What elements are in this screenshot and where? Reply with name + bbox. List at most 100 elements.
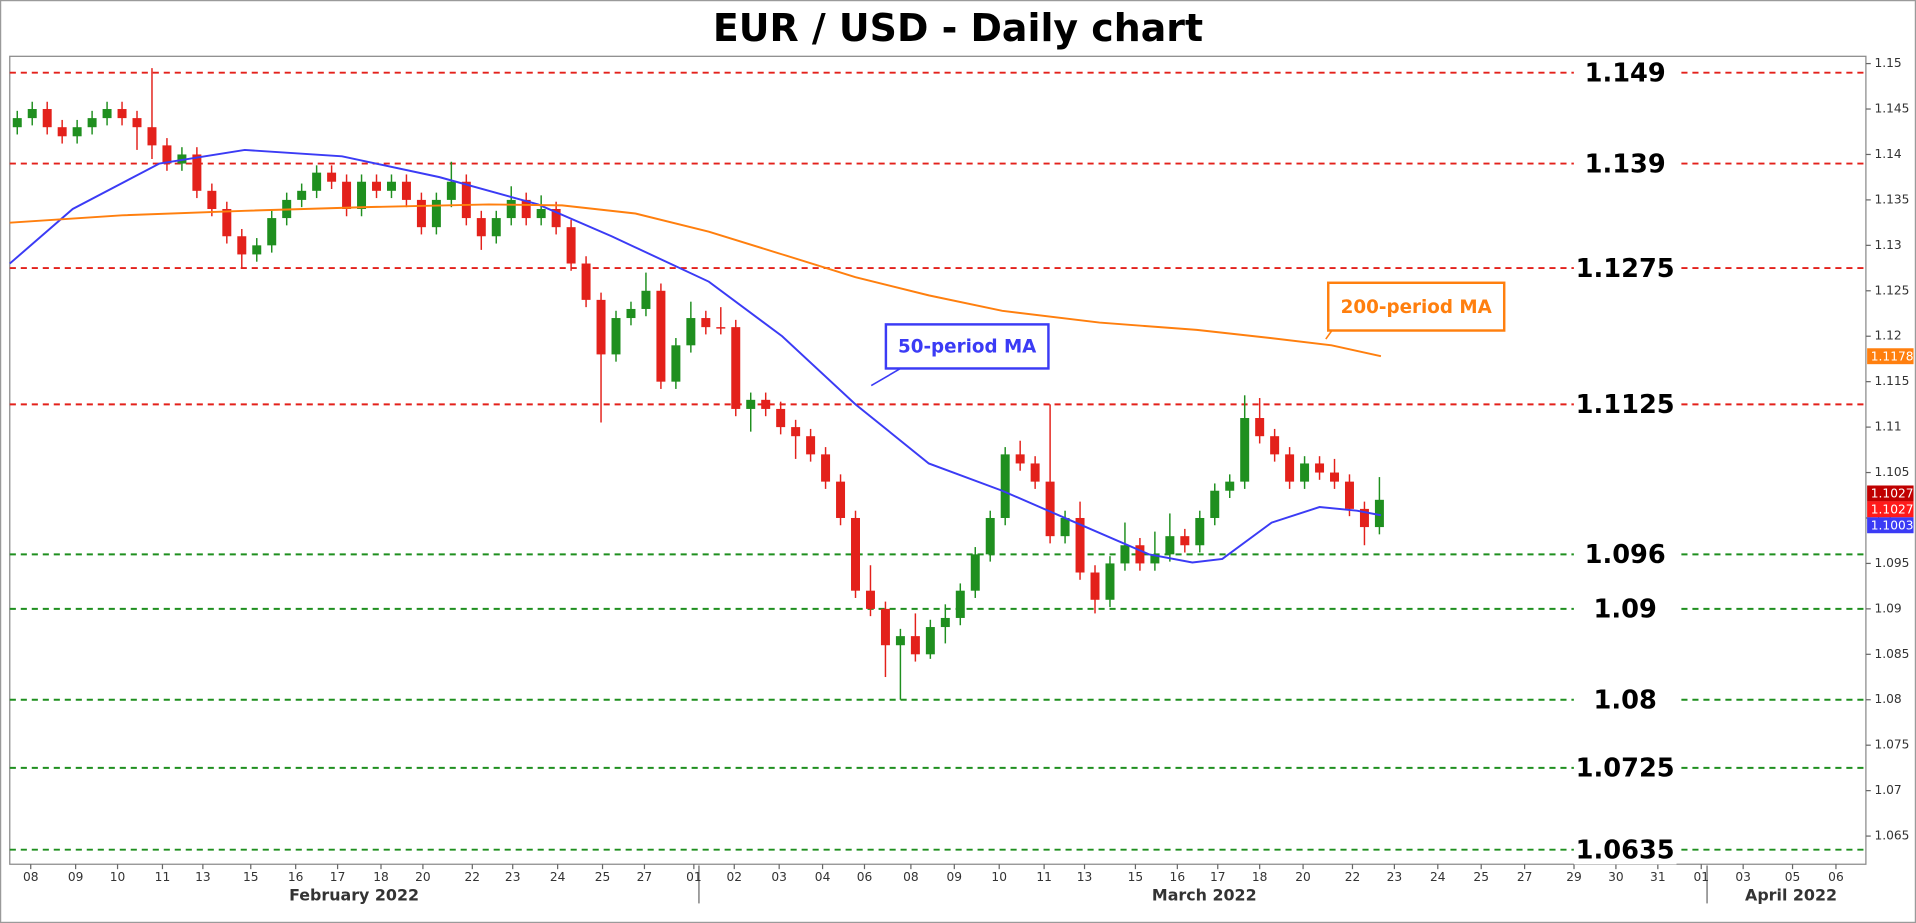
x-tick-label: 20 xyxy=(415,870,431,884)
y-tick-label: 1.12 xyxy=(1874,329,1901,343)
x-tick-label: 01 xyxy=(1693,870,1709,884)
candle-body xyxy=(237,236,247,255)
candle-body xyxy=(880,608,890,646)
x-tick-label: 09 xyxy=(947,870,963,884)
x-tick-label: 05 xyxy=(1785,870,1801,884)
candle-body xyxy=(222,208,232,237)
x-tick-label: 08 xyxy=(23,870,39,884)
candle-body xyxy=(1165,536,1175,555)
level-label: 1.1125 xyxy=(1576,390,1675,420)
candle-body xyxy=(476,218,486,237)
x-tick-label: 06 xyxy=(857,870,873,884)
x-tick-label: 18 xyxy=(1252,870,1268,884)
candle-body xyxy=(416,199,426,228)
candle-body xyxy=(731,327,741,409)
candle-body xyxy=(836,481,846,518)
y-tick-label: 1.14 xyxy=(1874,147,1901,161)
candle-body xyxy=(87,118,97,128)
candle-body xyxy=(671,345,681,382)
level-label: 1.09 xyxy=(1594,595,1657,625)
level-label-bg xyxy=(1573,253,1677,283)
x-tick-label: 27 xyxy=(637,870,653,884)
x-tick-label: 15 xyxy=(243,870,259,884)
x-tick-label: 01 xyxy=(686,870,702,884)
x-tick-label: 30 xyxy=(1608,870,1624,884)
candle-body xyxy=(1344,481,1354,509)
x-tick-label: 09 xyxy=(68,870,84,884)
candle-body xyxy=(12,118,22,128)
level-label: 1.096 xyxy=(1585,540,1666,570)
candle-body xyxy=(970,554,980,591)
candle-body xyxy=(312,172,322,191)
candle-body xyxy=(1135,545,1145,564)
x-group-label: April 2022 xyxy=(1745,886,1837,905)
candle-body xyxy=(192,154,202,191)
x-tick-label: 13 xyxy=(195,870,211,884)
candle-body xyxy=(1374,499,1384,528)
x-group-label: February 2022 xyxy=(289,886,419,905)
x-tick-label: 08 xyxy=(903,870,919,884)
candle-body xyxy=(746,399,756,409)
x-tick-label: 10 xyxy=(991,870,1007,884)
level-label: 1.139 xyxy=(1585,149,1666,179)
y-tick-label: 1.08 xyxy=(1874,692,1901,706)
annotation-leader xyxy=(1325,330,1333,340)
level-label-bg xyxy=(1573,594,1677,624)
candle-body xyxy=(386,181,396,191)
x-tick-label: 11 xyxy=(155,870,171,884)
candle-body xyxy=(581,263,591,300)
candle-body xyxy=(117,109,127,119)
candle-body xyxy=(821,454,831,482)
candle-body xyxy=(1060,517,1070,537)
ma-line xyxy=(9,148,1382,564)
x-tick-label: 23 xyxy=(1387,870,1403,884)
candle-body xyxy=(1315,463,1325,473)
annotation-label: 200-period MA xyxy=(1341,297,1493,318)
candle-body xyxy=(521,199,531,219)
price-tag-label: 1.1178 xyxy=(1871,349,1914,363)
candle-body xyxy=(865,590,875,609)
candle-body xyxy=(327,172,337,182)
y-tick-label: 1.145 xyxy=(1874,102,1909,116)
candle-body xyxy=(1090,572,1100,600)
level-label: 1.149 xyxy=(1585,58,1666,88)
candle-body xyxy=(1000,454,1010,518)
y-tick-label: 1.11 xyxy=(1874,420,1901,434)
candle-body xyxy=(566,227,576,264)
x-tick-label: 13 xyxy=(1077,870,1093,884)
y-tick-label: 1.065 xyxy=(1874,829,1909,843)
candle-body xyxy=(611,318,621,355)
level-label-bg xyxy=(1573,148,1677,179)
candle-body xyxy=(401,181,411,200)
candle-body xyxy=(1285,454,1295,482)
candle-body xyxy=(1105,563,1115,600)
x-tick-label: 31 xyxy=(1650,870,1666,884)
y-tick-label: 1.09 xyxy=(1874,601,1901,615)
x-tick-label: 25 xyxy=(1473,870,1489,884)
x-tick-label: 27 xyxy=(1517,870,1533,884)
annotation-box xyxy=(1327,281,1506,332)
x-tick-label: 24 xyxy=(1430,870,1446,884)
plot-area xyxy=(9,55,1867,865)
level-label-bg xyxy=(1573,685,1677,715)
candle-body xyxy=(252,245,262,255)
candle-body xyxy=(1359,508,1369,528)
candle-body xyxy=(656,290,666,382)
candle-body xyxy=(686,318,696,346)
candle-body xyxy=(132,118,142,128)
candle-body xyxy=(57,127,67,137)
chart-title: EUR / USD - Daily chart xyxy=(713,6,1203,50)
candle-body xyxy=(551,208,561,228)
y-tick-label: 1.07 xyxy=(1874,783,1901,797)
candle-body xyxy=(596,299,606,355)
price-tag xyxy=(1867,501,1914,518)
ma-line xyxy=(9,203,1382,358)
x-tick-label: 17 xyxy=(1210,870,1226,884)
x-tick-label: 22 xyxy=(1345,870,1361,884)
x-tick-label: 23 xyxy=(505,870,521,884)
candle-body xyxy=(955,590,965,618)
candle-body xyxy=(102,109,112,119)
